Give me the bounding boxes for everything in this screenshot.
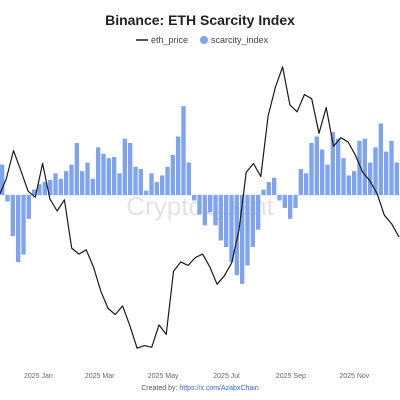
- scarcity-bar: [330, 132, 335, 195]
- scarcity-bar: [245, 195, 250, 266]
- scarcity-bar: [208, 195, 213, 213]
- scarcity-bar: [218, 195, 223, 241]
- scarcity-bar: [26, 195, 31, 219]
- legend: eth_price scarcity_index: [136, 35, 269, 45]
- scarcity-bar: [320, 149, 325, 195]
- scarcity-bar: [336, 138, 341, 195]
- scarcity-bar: [117, 173, 122, 195]
- scarcity-bar: [352, 171, 357, 195]
- x-tick-label: 2025 Jul: [213, 373, 240, 380]
- scarcity-bar: [309, 143, 314, 195]
- credit-link[interactable]: https://x.com/AzabxChain: [179, 385, 258, 392]
- scarcity-bar: [314, 136, 319, 195]
- scarcity-bar: [58, 178, 63, 195]
- scarcity-bar: [378, 123, 383, 195]
- scarcity-bar: [122, 138, 127, 195]
- scarcity-bar: [229, 195, 234, 263]
- scarcity-bar: [128, 143, 133, 195]
- scarcity-bar: [293, 195, 298, 208]
- scarcity-bar: [357, 140, 362, 195]
- scarcity-bar: [304, 173, 309, 195]
- legend-scarcity-label: scarcity_index: [211, 35, 269, 45]
- scarcity-bar: [160, 175, 165, 195]
- credit-prefix: Created by:: [141, 385, 179, 392]
- scarcity-bar: [5, 195, 10, 202]
- scarcity-bar: [277, 195, 282, 201]
- scarcity-bar: [74, 143, 79, 195]
- chart-title: Binance: ETH Scarcity Index: [105, 12, 295, 28]
- scarcity-bar: [85, 162, 90, 195]
- scarcity-bar: [261, 189, 266, 195]
- scarcity-bar: [197, 195, 202, 215]
- scarcity-bar: [373, 147, 378, 195]
- x-tick-label: 2025 Sep: [276, 373, 306, 380]
- scarcity-bar: [298, 169, 303, 195]
- scarcity-bar: [48, 179, 53, 195]
- scarcity-bar: [240, 195, 245, 284]
- scarcity-bar: [53, 173, 58, 195]
- scarcity-bar: [250, 195, 255, 247]
- scarcity-bar: [106, 158, 111, 195]
- credit-text: Created by: https://x.com/AzabxChain: [141, 385, 259, 392]
- scarcity-bar: [42, 182, 47, 195]
- scarcity-bar: [90, 178, 95, 195]
- scarcity-bar: [10, 195, 15, 237]
- scarcity-bar: [394, 162, 399, 195]
- scarcity-bar: [346, 175, 351, 195]
- scarcity-bar: [362, 138, 367, 195]
- x-tick-label: 2025 Mar: [85, 373, 115, 380]
- legend-scarcity-swatch: [200, 36, 208, 44]
- scarcity-bar: [256, 195, 261, 230]
- scarcity-bar: [389, 140, 394, 195]
- scarcity-bar: [64, 171, 69, 195]
- scarcity-bar: [384, 151, 389, 195]
- x-axis: 2025 Jan 2025 Mar 2025 May 2025 Jul 2025 Sep…: [24, 373, 370, 380]
- scarcity-bar: [176, 136, 181, 195]
- scarcity-bar: [282, 195, 287, 208]
- scarcity-bar: [181, 106, 186, 195]
- scarcity-bar: [37, 184, 42, 195]
- scarcity-bar: [80, 171, 85, 195]
- scarcity-bar: [144, 190, 149, 195]
- scarcity-bar: [213, 195, 218, 226]
- legend-price-label: eth_price: [151, 35, 188, 45]
- scarcity-bar: [341, 158, 346, 195]
- scarcity-bar: [170, 154, 175, 195]
- scarcity-bar: [101, 153, 106, 195]
- scarcity-bar: [224, 195, 229, 247]
- scarcity-bar: [288, 195, 293, 219]
- scarcity-bar: [112, 157, 117, 195]
- scarcity-bar: [149, 173, 154, 195]
- x-tick-label: 2025 Jan: [24, 373, 53, 380]
- scarcity-bar: [32, 189, 37, 195]
- scarcity-bar: [154, 182, 159, 195]
- scarcity-bar: [69, 164, 74, 195]
- scarcity-bar: [165, 166, 170, 195]
- scarcity-bar: [21, 195, 26, 255]
- x-tick-label: 2025 May: [148, 373, 179, 380]
- scarcity-bar: [133, 166, 138, 195]
- scarcity-bar: [202, 195, 207, 226]
- scarcity-bar: [186, 162, 191, 195]
- scarcity-bar: [368, 162, 373, 195]
- scarcity-bar: [266, 182, 271, 195]
- x-tick-label: 2025 Nov: [339, 373, 369, 380]
- price-line: [0, 66, 400, 349]
- scarcity-bar: [16, 195, 21, 263]
- scarcity-bar: [0, 164, 5, 195]
- scarcity-bar: [96, 147, 101, 195]
- scarcity-bar: [138, 169, 143, 195]
- scarcity-bar: [234, 195, 239, 276]
- scarcity-bar: [272, 177, 277, 195]
- scarcity-bars: [0, 106, 399, 284]
- scarcity-bar: [325, 164, 330, 195]
- scarcity-bar: [192, 195, 197, 201]
